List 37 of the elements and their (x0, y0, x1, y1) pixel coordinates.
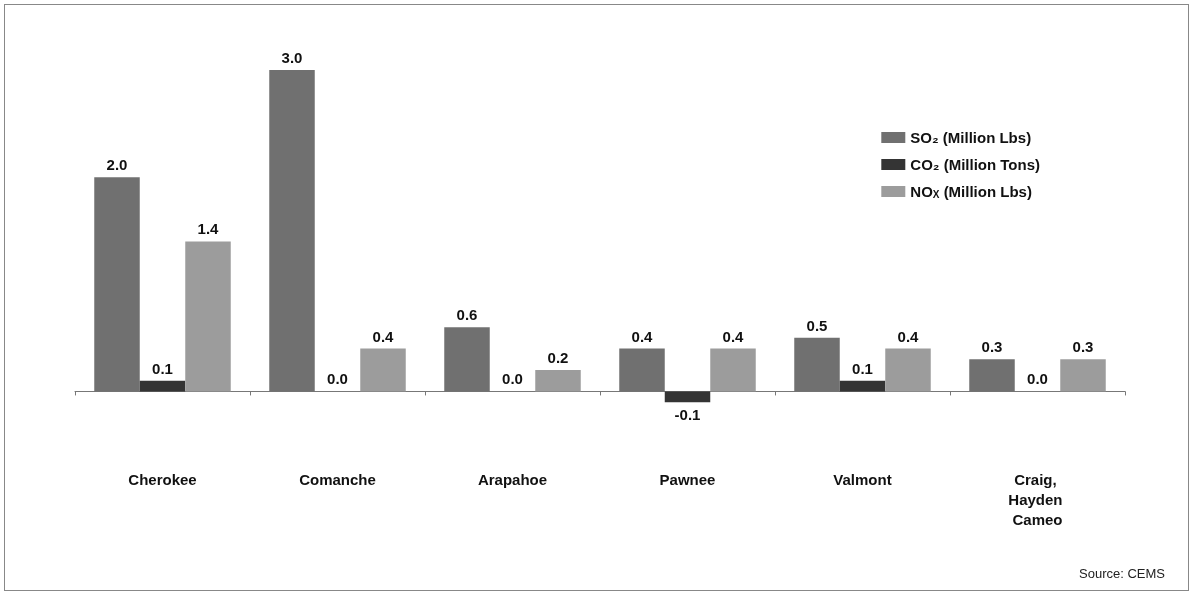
bar (710, 348, 756, 392)
bar (664, 391, 711, 403)
bar (839, 380, 886, 392)
x-tick-label: Craig, Hayden Cameo (1008, 470, 1067, 528)
data-label: 0.4 (722, 327, 745, 345)
data-label: -0.1 (674, 406, 701, 424)
data-label: 2.0 (106, 156, 128, 174)
legend-label: SO₂ (Million Lbs) (910, 129, 1032, 146)
data-label: 0.6 (456, 306, 478, 324)
x-tick-label: Cherokee (128, 470, 197, 488)
legend-label: CO₂ (Million Tons) (910, 156, 1041, 173)
data-label: 0.4 (631, 327, 654, 345)
x-tick-label: Comanche (299, 470, 376, 488)
x-tick-label: Arapahoe (477, 470, 548, 488)
data-label: 0.3 (1072, 338, 1094, 356)
bar (885, 348, 931, 392)
data-label: 0.4 (372, 327, 395, 345)
data-label: 0.2 (547, 349, 569, 366)
source-note: Source: CEMS (1079, 566, 1165, 581)
bar (360, 348, 406, 392)
data-label: 0.0 (502, 370, 523, 388)
data-label: 0.1 (152, 359, 173, 377)
data-label: 0.0 (327, 370, 348, 388)
bar (185, 241, 231, 392)
x-tick-label: Valmont (833, 470, 892, 488)
data-label: 0.1 (852, 359, 873, 377)
data-label: 1.4 (197, 220, 220, 238)
data-label: 3.0 (281, 49, 303, 66)
data-label: 0.0 (1027, 370, 1048, 388)
bar (535, 370, 581, 392)
data-label: 0.5 (806, 316, 828, 334)
bar (1060, 359, 1106, 392)
data-label: 0.3 (981, 338, 1003, 356)
legend-label: NOX (Million Lbs) (910, 183, 1032, 200)
bar (139, 380, 186, 392)
data-label: 0.4 (897, 327, 920, 345)
x-tick-label: Pawnee (659, 470, 716, 488)
